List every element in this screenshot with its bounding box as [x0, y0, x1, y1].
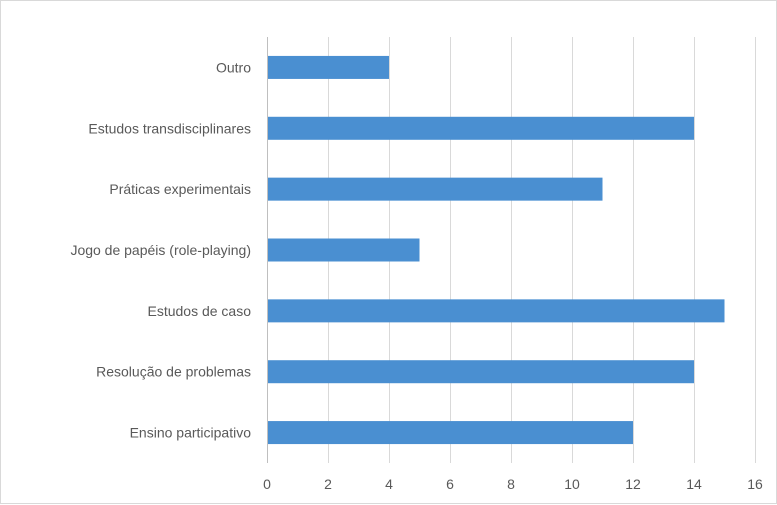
- bars: [268, 55, 725, 445]
- y-category-label: Ensino participativo: [130, 425, 252, 441]
- x-tick-label: 12: [625, 476, 641, 492]
- y-category-label: Jogo de papéis (role-playing): [70, 242, 251, 258]
- labels: 0 2 4 6 8 10 12 14 16 Outro Estudos transdisciplin…: [70, 59, 763, 492]
- bar-3: [268, 238, 420, 262]
- bar-2: [268, 177, 603, 201]
- bar-5: [268, 360, 694, 384]
- y-category-label: Resolução de problemas: [96, 364, 251, 380]
- x-tick-label: 6: [446, 476, 454, 492]
- x-tick-label: 4: [385, 476, 393, 492]
- bar-1: [268, 116, 694, 140]
- x-tick-label: 10: [564, 476, 580, 492]
- bar-0: [268, 55, 389, 79]
- y-category-label: Estudos de caso: [147, 303, 251, 319]
- x-tick-label: 8: [507, 476, 515, 492]
- y-category-label: Estudos transdisciplinares: [88, 120, 251, 136]
- bar-4: [268, 299, 725, 323]
- x-tick-label: 16: [747, 476, 763, 492]
- x-tick-label: 2: [324, 476, 332, 492]
- gridlines: [267, 37, 756, 463]
- y-category-label: Práticas experimentais: [109, 181, 251, 197]
- x-tick-label: 0: [263, 476, 271, 492]
- x-tick-label: 14: [686, 476, 702, 492]
- bar-6: [268, 421, 633, 445]
- y-category-label: Outro: [216, 59, 251, 75]
